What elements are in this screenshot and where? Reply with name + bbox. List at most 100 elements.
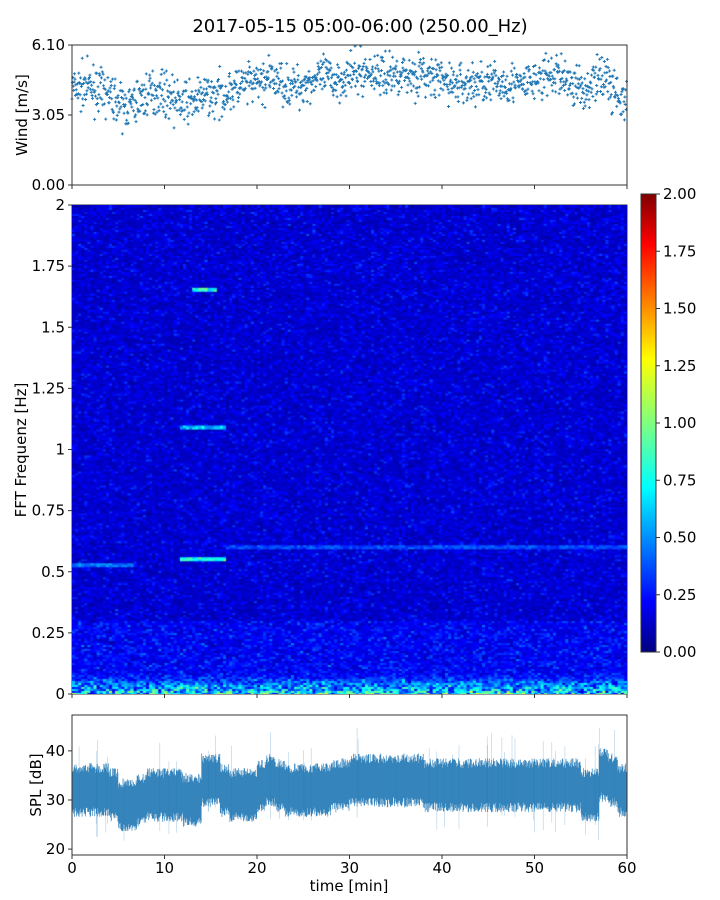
y-tick-label: 3.05: [32, 106, 65, 124]
wind-point: [376, 67, 380, 71]
wind-point: [369, 79, 373, 83]
wind-point: [147, 79, 151, 83]
wind-point: [394, 67, 398, 71]
wind-point: [274, 67, 278, 71]
wind-point: [451, 73, 455, 77]
y-tick-label: 6.10: [32, 36, 65, 54]
wind-point: [623, 103, 627, 107]
wind-point: [474, 73, 478, 77]
wind-point: [579, 75, 583, 79]
wind-point: [185, 105, 189, 109]
wind-point: [365, 66, 369, 70]
wind-point: [389, 68, 393, 72]
wind-point: [334, 73, 338, 77]
wind-point: [394, 78, 398, 82]
wind-point: [452, 70, 456, 74]
wind-point: [92, 80, 96, 84]
wind-point: [464, 75, 468, 79]
wind-point: [369, 72, 373, 76]
wind-point: [165, 78, 169, 82]
wind-point: [597, 68, 601, 72]
wind-point: [323, 83, 327, 87]
wind-point: [146, 103, 150, 107]
wind-point: [77, 71, 81, 75]
y-tick-label: 0.00: [32, 176, 65, 194]
wind-point: [418, 58, 422, 62]
wind-point: [210, 100, 214, 104]
wind-point: [137, 86, 141, 90]
wind-point: [301, 100, 305, 104]
wind-point: [534, 73, 538, 77]
wind-point: [210, 80, 214, 84]
wind-point: [547, 74, 551, 78]
y-tick-label: 0.75: [32, 502, 65, 520]
wind-point: [274, 90, 278, 94]
wind-point: [90, 96, 94, 100]
wind-point: [157, 109, 161, 113]
wind-point: [389, 88, 393, 92]
wind-point: [375, 82, 379, 86]
wind-point: [157, 105, 161, 109]
wind-point: [98, 96, 102, 100]
wind-point: [453, 84, 457, 88]
wind-point: [192, 110, 196, 114]
wind-point: [148, 76, 152, 80]
wind-point: [619, 93, 623, 97]
wind-point: [231, 95, 235, 99]
wind-point: [266, 76, 270, 80]
wind-point: [367, 71, 371, 75]
wind-point: [90, 93, 94, 97]
wind-ylabel: Wind [m/s]: [13, 74, 31, 156]
wind-point: [196, 109, 200, 113]
wind-point: [593, 99, 597, 103]
wind-point: [328, 61, 332, 65]
wind-point: [584, 88, 588, 92]
wind-point: [290, 93, 294, 97]
wind-point: [195, 98, 199, 102]
wind-point: [214, 100, 218, 104]
wind-point: [401, 66, 405, 70]
wind-point: [266, 70, 270, 74]
wind-point: [397, 82, 401, 86]
wind-point: [576, 82, 580, 86]
wind-point: [296, 78, 300, 82]
wind-point: [550, 83, 554, 87]
wind-point: [149, 86, 153, 90]
wind-point: [464, 82, 468, 86]
wind-point: [175, 78, 179, 82]
wind-point: [622, 100, 626, 104]
wind-point: [228, 81, 232, 85]
wind-point: [612, 86, 616, 90]
wind-point: [502, 94, 506, 98]
wind-point: [237, 96, 240, 100]
wind-point: [326, 75, 330, 79]
wind-point: [503, 86, 507, 90]
wind-point: [76, 92, 80, 96]
wind-point: [264, 75, 268, 79]
wind-point: [460, 84, 464, 88]
wind-point: [167, 117, 171, 121]
wind-point: [251, 100, 255, 104]
wind-point: [399, 74, 403, 78]
wind-point: [88, 73, 92, 77]
wind-point: [321, 62, 325, 66]
wind-point: [432, 93, 436, 97]
wind-point: [283, 97, 287, 101]
wind-point: [584, 97, 588, 101]
wind-point: [365, 76, 369, 80]
wind-point: [573, 71, 577, 75]
wind-point: [384, 88, 388, 92]
wind-point: [392, 84, 396, 88]
wind-point: [340, 77, 344, 81]
wind-point: [587, 89, 591, 93]
wind-point: [99, 81, 103, 85]
wind-point: [391, 55, 395, 59]
wind-point: [172, 80, 176, 84]
wind-point: [479, 59, 483, 63]
wind-point: [170, 73, 174, 77]
wind-point: [263, 83, 267, 87]
wind-point: [429, 57, 433, 61]
y-tick-label: 1.25: [32, 379, 65, 397]
wind-point: [189, 102, 193, 106]
wind-point: [225, 93, 229, 97]
